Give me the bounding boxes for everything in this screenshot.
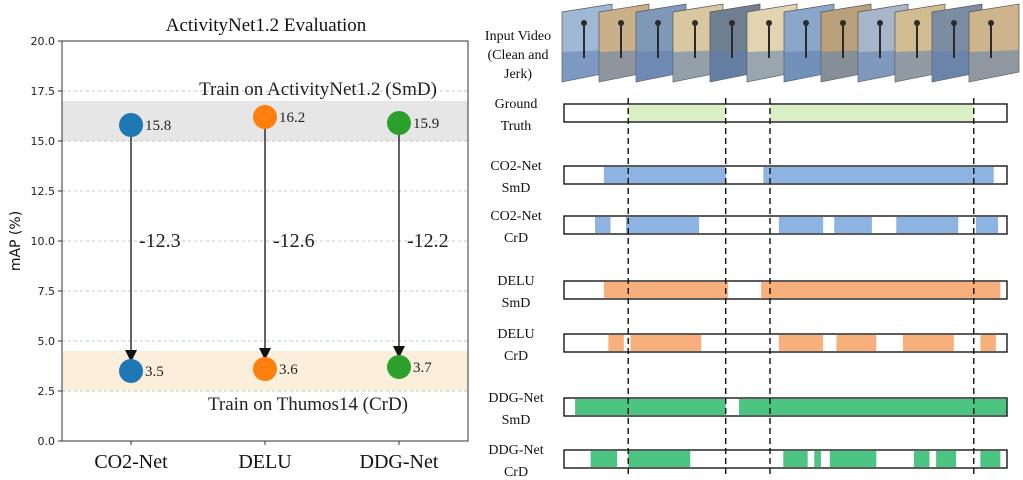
value-label-crd: 3.7 xyxy=(413,360,432,376)
row-label: DDG-Net xyxy=(488,391,543,406)
segment xyxy=(902,335,954,351)
segment xyxy=(814,451,821,467)
plot-frame xyxy=(61,40,469,442)
input-video-label: (Clean and xyxy=(487,48,548,63)
row-label: CO2-Net xyxy=(490,209,541,224)
y-tick-label: 10.0 xyxy=(31,235,56,248)
chart-title: ActivityNet1.2 Evaluation xyxy=(166,15,367,36)
row-label: CO2-Net xyxy=(490,159,541,174)
segment xyxy=(836,335,877,351)
category-label: DELU xyxy=(238,451,292,473)
segment xyxy=(738,399,1007,415)
point-crd xyxy=(253,357,277,381)
y-tick-label: 5.0 xyxy=(38,335,56,348)
y-tick-label: 12.5 xyxy=(31,185,56,198)
row-frame xyxy=(563,333,1008,353)
segment xyxy=(603,167,726,183)
y-axis-label: mAP (%) xyxy=(8,211,24,271)
value-label-smd: 16.2 xyxy=(279,110,305,126)
point-smd xyxy=(386,111,411,135)
segment xyxy=(783,451,808,467)
row-label: Truth xyxy=(501,119,532,134)
row-label: DDG-Net xyxy=(488,443,543,458)
y-tick-label: 2.5 xyxy=(38,385,56,398)
segment xyxy=(980,451,1001,467)
row-label: SmD xyxy=(502,296,531,311)
segment xyxy=(975,217,999,233)
segment xyxy=(769,105,974,121)
segment xyxy=(628,105,726,121)
y-tick-label: 0.0 xyxy=(38,435,56,448)
band-label-smd: Train on ActivityNet1.2 (SmD) xyxy=(199,79,437,100)
value-label-crd: 3.6 xyxy=(279,362,298,378)
row-label: SmD xyxy=(502,413,531,428)
point-smd xyxy=(253,105,277,129)
row-label: DELU xyxy=(497,274,534,289)
point-smd xyxy=(119,113,144,137)
segment xyxy=(980,335,996,351)
row-frame xyxy=(563,397,1008,417)
segment xyxy=(628,451,691,467)
row-label: DELU xyxy=(497,327,534,342)
point-crd xyxy=(386,355,411,379)
delta-label: -12.3 xyxy=(139,230,181,252)
row-frame xyxy=(563,165,1008,185)
segment xyxy=(778,335,824,351)
segment xyxy=(778,217,824,233)
row-label: CrD xyxy=(504,465,528,480)
input-video-label: Input Video xyxy=(485,29,551,44)
row-label: CrD xyxy=(504,231,528,246)
segment xyxy=(763,167,994,183)
delta-label: -12.2 xyxy=(407,230,449,252)
timeline-chart: Input Video (Clean and Jerk) Ground Truth CO2… xyxy=(485,3,1020,480)
row-frame xyxy=(563,280,1008,300)
y-tick-label: 7.5 xyxy=(38,285,56,298)
segment xyxy=(896,217,959,233)
row-label: Ground xyxy=(495,97,538,112)
arrow-head xyxy=(392,346,405,358)
segment xyxy=(936,451,957,467)
y-tick-label: 15.0 xyxy=(31,135,56,148)
segment xyxy=(575,399,726,415)
value-label-smd: 15.9 xyxy=(413,116,439,132)
input-video-label: Jerk) xyxy=(504,67,532,82)
row-label: CrD xyxy=(504,349,528,364)
segment xyxy=(630,335,702,351)
segment xyxy=(608,335,624,351)
segment xyxy=(603,282,728,298)
segment xyxy=(761,282,1001,298)
segment xyxy=(595,217,611,233)
segment xyxy=(829,451,877,467)
y-tick-label: 20.0 xyxy=(31,35,56,48)
category-label: CO2-Net xyxy=(94,451,168,473)
video-frame xyxy=(968,3,1020,83)
segment xyxy=(834,217,872,233)
segment xyxy=(626,217,700,233)
category-label: DDG-Net xyxy=(360,451,439,473)
y-tick-label: 17.5 xyxy=(31,85,56,98)
mAP-chart: ActivityNet1.2 Evaluation mAP (%) 0.0 2.5… xyxy=(8,15,469,473)
row-label: SmD xyxy=(502,181,531,196)
delta-label: -12.6 xyxy=(273,230,315,252)
value-label-smd: 15.8 xyxy=(145,118,171,134)
row-frame xyxy=(563,103,1008,123)
arrow-head xyxy=(259,348,271,360)
row-frame xyxy=(563,449,1008,469)
band-label-crd: Train on Thumos14 (CrD) xyxy=(208,394,408,415)
arrow-head xyxy=(125,350,138,362)
row-frame xyxy=(563,215,1008,235)
point-crd xyxy=(119,359,144,383)
segment xyxy=(913,451,930,467)
segment xyxy=(590,451,618,467)
value-label-crd: 3.5 xyxy=(145,364,164,380)
